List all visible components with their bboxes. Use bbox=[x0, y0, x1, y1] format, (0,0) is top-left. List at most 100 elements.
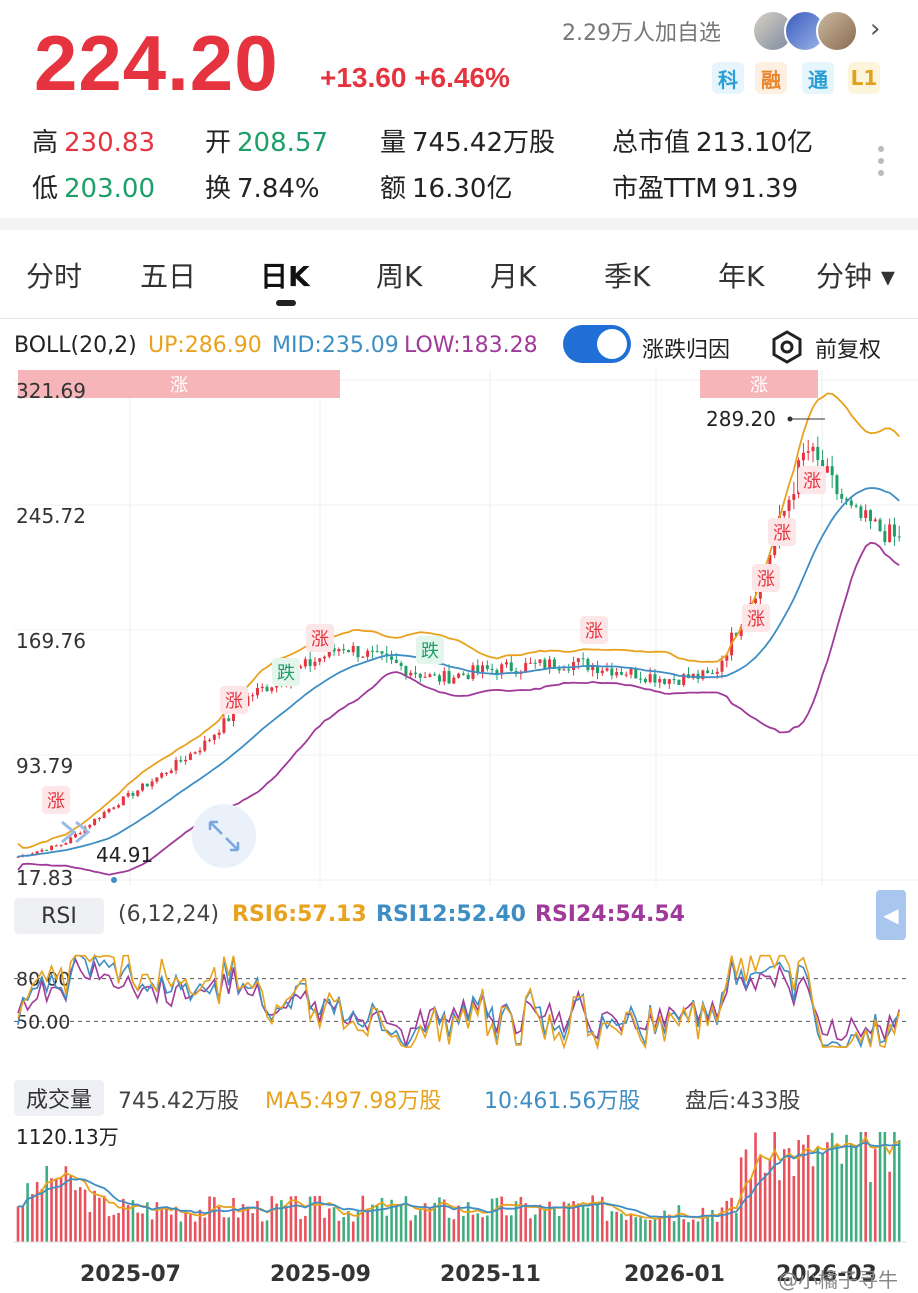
tab-4[interactable]: 月K bbox=[490, 260, 537, 293]
candle-body bbox=[504, 662, 508, 665]
candle-body bbox=[825, 466, 829, 473]
candle-body bbox=[572, 662, 576, 671]
candle-body bbox=[840, 493, 844, 499]
candle-body bbox=[174, 760, 178, 771]
candle-body bbox=[433, 674, 437, 676]
volume-bar bbox=[845, 1134, 848, 1242]
candle-body bbox=[212, 734, 216, 740]
candle-body bbox=[883, 531, 887, 542]
volume-bar bbox=[141, 1213, 144, 1242]
volume-bar bbox=[519, 1196, 523, 1242]
candle-body bbox=[59, 844, 63, 846]
volume-bar bbox=[208, 1196, 211, 1242]
volume-bar bbox=[687, 1222, 690, 1242]
attribution-badge bbox=[416, 636, 444, 664]
candle-body bbox=[624, 674, 628, 676]
volume-bar bbox=[787, 1148, 791, 1242]
attribution-badge bbox=[752, 564, 780, 592]
candle-body bbox=[567, 669, 571, 671]
avatar[interactable] bbox=[816, 10, 858, 52]
tab-1[interactable]: 五日 bbox=[140, 260, 197, 293]
volume-bar bbox=[380, 1197, 384, 1242]
candle-body bbox=[476, 665, 480, 673]
volume-bar bbox=[59, 1176, 63, 1242]
tab-2[interactable]: 日K bbox=[260, 260, 310, 293]
volume-bar bbox=[160, 1208, 163, 1242]
volume-bar bbox=[596, 1202, 599, 1242]
boll-low: LOW:183.28 bbox=[404, 333, 538, 358]
candle-body bbox=[768, 554, 772, 568]
tab-6[interactable]: 年K bbox=[718, 260, 765, 293]
candle-body bbox=[710, 673, 714, 675]
boll-up-line bbox=[17, 392, 900, 849]
x-tick-label: 2025-09 bbox=[270, 1262, 371, 1287]
chevron-right-icon[interactable]: › bbox=[870, 14, 881, 44]
volume-bar bbox=[337, 1220, 341, 1242]
candle-body bbox=[222, 718, 226, 733]
candle-body bbox=[667, 679, 671, 684]
attribution-label: 涨跌归因 bbox=[642, 338, 731, 363]
volume-bar bbox=[806, 1134, 810, 1242]
volume-bar bbox=[169, 1214, 173, 1242]
volume-bar bbox=[859, 1132, 863, 1242]
volume-bar bbox=[213, 1197, 216, 1242]
candle-body bbox=[801, 452, 805, 461]
volume-bar bbox=[395, 1205, 398, 1242]
candle-body bbox=[107, 808, 111, 813]
stat-value: 16.30亿 bbox=[412, 174, 513, 204]
volume-bar bbox=[31, 1193, 34, 1242]
tab-0[interactable]: 分时 bbox=[26, 260, 83, 293]
stat-label: 市盈TTM bbox=[612, 174, 718, 204]
settings-hexagon-icon[interactable] bbox=[770, 330, 804, 364]
candle-body bbox=[595, 665, 599, 674]
volume-bar bbox=[126, 1204, 130, 1242]
candle-body bbox=[351, 646, 355, 653]
stat-value: 208.57 bbox=[237, 128, 328, 158]
adjust-label[interactable]: 前复权 bbox=[815, 338, 882, 363]
volume-bar bbox=[404, 1196, 408, 1242]
tab-3[interactable]: 周K bbox=[376, 260, 423, 293]
tag-0[interactable]: 科 bbox=[712, 62, 744, 94]
volume-bar bbox=[26, 1183, 29, 1242]
volume-bar bbox=[418, 1210, 422, 1242]
tag-3[interactable]: L1 bbox=[848, 62, 880, 94]
more-icon[interactable] bbox=[878, 140, 886, 182]
volume-bar bbox=[332, 1207, 336, 1242]
candle-body bbox=[361, 656, 365, 658]
candle-body bbox=[35, 851, 39, 854]
volume-bar bbox=[878, 1132, 882, 1242]
tab-7[interactable]: 分钟 ▾ bbox=[816, 260, 895, 293]
kline-chart[interactable]: 涨涨321.69245.72169.7693.7917.83289.2044.9… bbox=[0, 370, 918, 890]
volume-chart: 1120.13万 bbox=[14, 1125, 906, 1243]
candle-body bbox=[409, 672, 413, 676]
candle-body bbox=[452, 677, 456, 684]
candle-body bbox=[423, 676, 427, 678]
candle-body bbox=[54, 845, 58, 847]
boll-name[interactable]: BOLL(20,2) bbox=[14, 333, 137, 358]
watchers-count[interactable]: 2.29万人加自选 bbox=[562, 21, 721, 46]
volume-bar bbox=[294, 1196, 298, 1242]
stat-value: 203.00 bbox=[64, 174, 155, 204]
tag-1[interactable]: 融 bbox=[755, 62, 787, 94]
volume-bar bbox=[682, 1219, 685, 1242]
candle-body bbox=[327, 647, 331, 657]
volume-bar bbox=[653, 1219, 657, 1242]
tag-2[interactable]: 通 bbox=[802, 62, 834, 94]
collapse-panel-icon[interactable]: ◀ bbox=[876, 890, 906, 940]
x-tick-label: 2026-03 bbox=[776, 1262, 877, 1287]
volume-bar bbox=[351, 1221, 355, 1242]
tab-5[interactable]: 季K bbox=[604, 260, 651, 293]
candle-body bbox=[888, 524, 892, 542]
volume-button[interactable]: 成交量 bbox=[14, 1080, 104, 1116]
volume-bar bbox=[74, 1190, 77, 1242]
volume-bar bbox=[414, 1215, 417, 1242]
volume-bar bbox=[663, 1210, 666, 1242]
attribution-toggle[interactable] bbox=[563, 325, 631, 363]
rsi-button[interactable]: RSI bbox=[14, 898, 104, 934]
volume-bar bbox=[514, 1201, 518, 1242]
candle-body bbox=[141, 783, 145, 791]
price-axis-label: 17.83 bbox=[16, 866, 73, 890]
low-marker: 44.91 bbox=[96, 843, 153, 867]
volume-bar bbox=[198, 1209, 202, 1242]
attribution-badge-label: 涨 bbox=[803, 471, 821, 492]
